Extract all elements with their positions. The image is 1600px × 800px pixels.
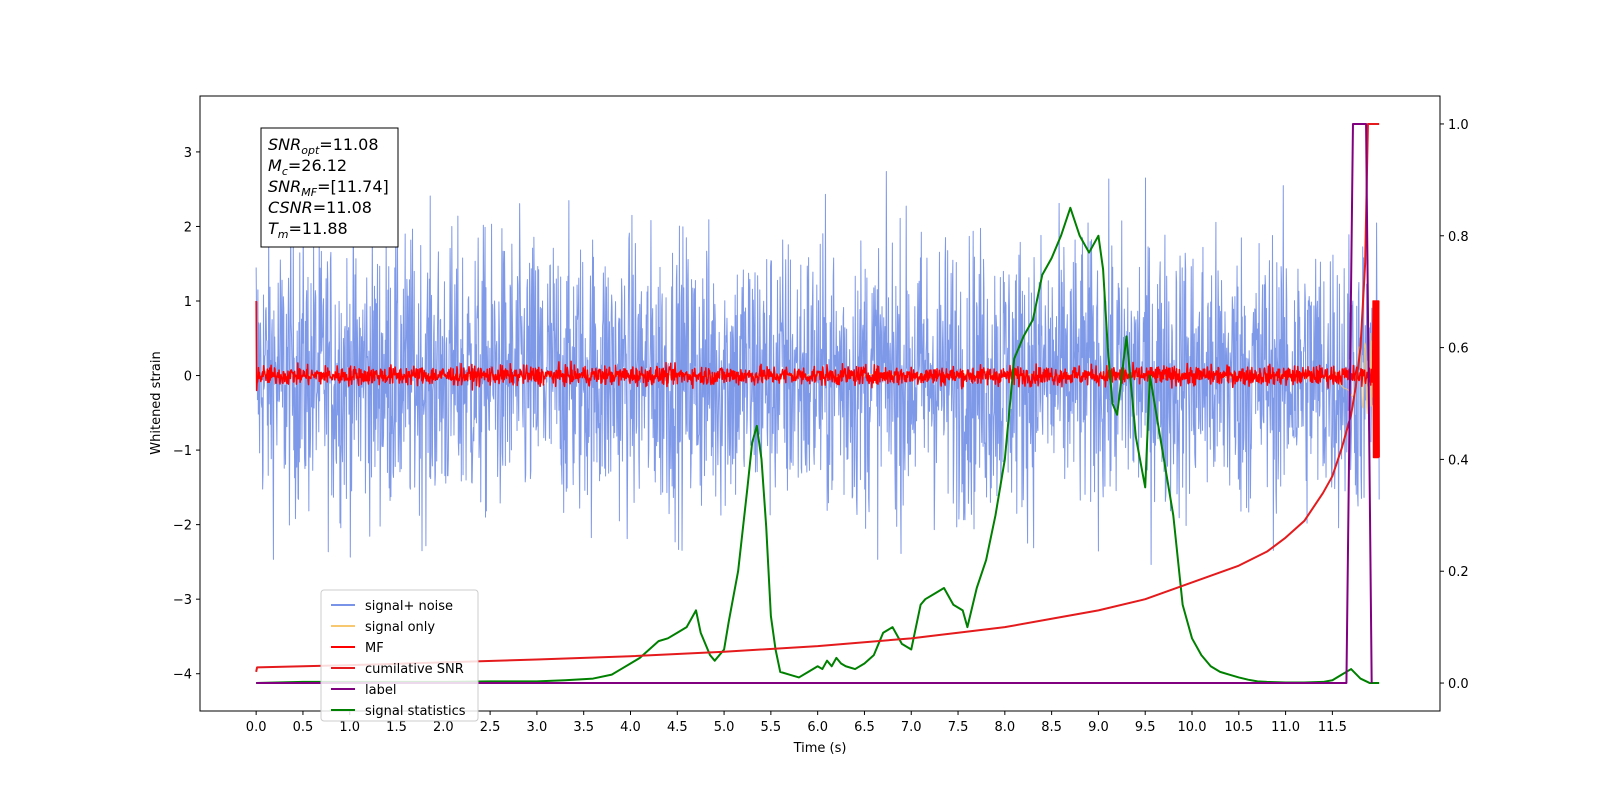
y-tick-label-right: 1.0 [1448,118,1469,133]
y-tick-label-left: −3 [173,593,192,608]
x-tick-label: 6.0 [807,720,828,735]
x-tick-label: 0.5 [293,720,314,735]
legend-label: cumilative SNR [365,662,464,677]
y-tick-label-left: −4 [173,668,192,683]
mf-line [255,300,1380,459]
y-tick-label-left: 3 [184,146,192,161]
y-tick-label-right: 0.8 [1448,230,1469,245]
x-tick-label: 5.0 [714,720,735,735]
legend-label: signal+ noise [365,599,453,614]
info-box-line: Tm=11.88 [268,219,348,241]
x-axis: 0.0 0.5 1.0 1.5 2.0 2.5 3.0 3.5 4.0 4.5 5.0 5.5 6.0 6… [246,711,1347,735]
info-box: SNRopt=11.08Mc=26.12SNRMF=[11.74]CSNR=11… [260,127,399,248]
x-tick-label: 9.5 [1135,720,1156,735]
x-tick-label: 11.5 [1318,720,1347,735]
cumilative-SNR-line [255,122,1380,673]
y-tick-label-right: 0.2 [1448,565,1469,580]
y-tick-label-right: 0.6 [1448,342,1469,357]
x-tick-label: 0.0 [246,720,267,735]
info-box-frame [260,127,399,248]
x-tick-label: 8.0 [994,720,1015,735]
x-tick-label: 2.0 [433,720,454,735]
y-axis-title: Whitened strain [149,351,164,454]
x-tick-label: 1.0 [339,720,360,735]
label-line [256,122,1373,685]
info-box-line: Mc=26.12 [268,156,347,178]
x-tick-label: 4.5 [667,720,688,735]
x-tick-label: 8.5 [1041,720,1062,735]
y-tick-label-left: 1 [184,295,192,310]
x-tick-label: 2.5 [480,720,501,735]
legend: signal+ noise signal only MF cumilative SNR… [320,589,479,722]
legend-label: label [365,683,396,698]
legend-label: MF [365,641,384,656]
x-tick-label: 7.0 [901,720,922,735]
y-tick-label-left: 0 [184,370,192,385]
y-tick-label-right: 0.4 [1448,453,1469,468]
legend-frame [320,589,479,722]
y-axis-left: 3 2 1 0 −1 −2 −3 −4 [173,146,200,683]
signal-plus-noise-line [255,171,1380,566]
x-axis-title: Time (s) [793,741,847,756]
y-tick-label-left: −2 [173,519,192,534]
signal-plus-noise-series [255,171,1380,566]
info-box-line: SNRMF=[11.74] [268,177,389,199]
y-tick-label-left: −1 [173,444,192,459]
signal-statistics-line [256,206,1380,685]
y-axis-right: 1.0 0.8 0.6 0.4 0.2 0.0 [1440,118,1469,692]
x-tick-label: 4.0 [620,720,641,735]
y-tick-label-right: 0.0 [1448,677,1469,692]
x-tick-label: 10.0 [1178,720,1207,735]
x-tick-label: 10.5 [1224,720,1253,735]
x-tick-label: 1.5 [386,720,407,735]
info-box-line: CSNR=11.08 [268,198,372,217]
legend-label: signal only [365,620,435,635]
x-tick-label: 5.5 [761,720,782,735]
x-tick-label: 3.5 [573,720,594,735]
x-tick-label: 7.5 [948,720,969,735]
right-axis-series [255,122,1380,685]
x-tick-label: 11.0 [1271,720,1300,735]
x-tick-label: 6.5 [854,720,875,735]
x-tick-label: 3.0 [527,720,548,735]
mf-series [255,300,1380,459]
info-box-line: SNRopt=11.08 [268,135,379,157]
legend-label: signal statistics [365,704,466,719]
x-tick-label: 9.0 [1088,720,1109,735]
y-tick-label-left: 2 [184,220,192,235]
